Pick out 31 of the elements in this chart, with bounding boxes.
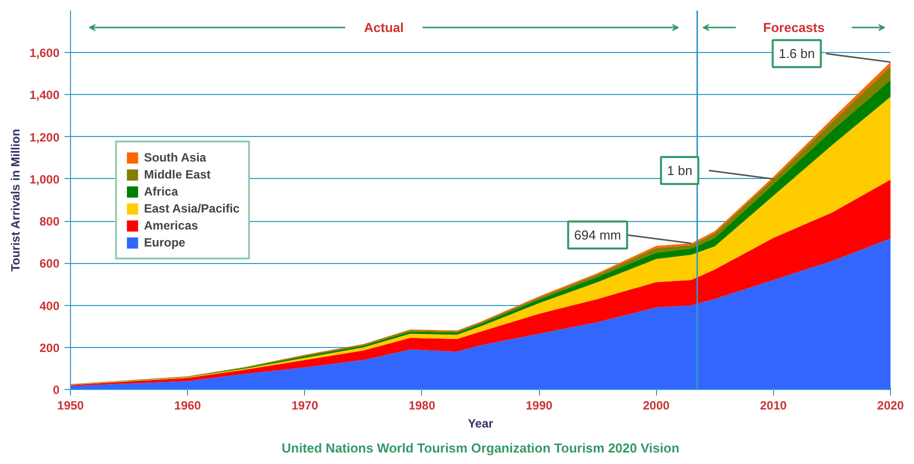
annotation: Actual — [364, 20, 404, 36]
y-tick-label: 1,600 — [29, 46, 60, 60]
legend-label: Americas — [144, 218, 198, 232]
x-tick-label: 1980 — [408, 398, 436, 412]
y-tick-label: 400 — [39, 298, 60, 313]
legend-label: Middle East — [144, 167, 211, 181]
y-tick-label: 600 — [39, 256, 60, 271]
x-tick-label: 2020 — [877, 398, 904, 412]
legend-label: South Asia — [144, 150, 206, 164]
x-tick-label: 1950 — [57, 398, 84, 412]
annotation: 1.6 bn — [778, 46, 815, 62]
y-tick-label: 1,400 — [29, 88, 60, 102]
y-tick-label: 0 — [52, 383, 60, 397]
y-tick-label: 1,200 — [29, 130, 60, 144]
x-tick-label: 1970 — [291, 398, 318, 412]
annotation: 1 bn — [666, 163, 692, 178]
x-tick-label: 1990 — [526, 398, 553, 412]
x-tick-label: 1960 — [174, 398, 202, 412]
y-tick-label: 200 — [39, 340, 60, 355]
x-tick-label: 2000 — [642, 398, 670, 412]
text: United Nations World Tourism Organization Tourism 2020 Vision — [282, 440, 680, 456]
y-axis-title: Tourist Arrivals in Million — [8, 128, 22, 272]
y-tick-label: 800 — [39, 214, 60, 229]
legend-label: Europe — [144, 235, 186, 249]
y-tick-label: 1,000 — [29, 172, 60, 186]
legend-label: East Asia/Pacific — [144, 201, 240, 215]
legend-label: Africa — [144, 184, 178, 198]
x-axis-title: Year — [468, 416, 494, 430]
x-tick-label: 2010 — [760, 398, 788, 412]
annotation: Forecasts — [763, 20, 825, 36]
annotation: 694 mm — [574, 227, 622, 242]
